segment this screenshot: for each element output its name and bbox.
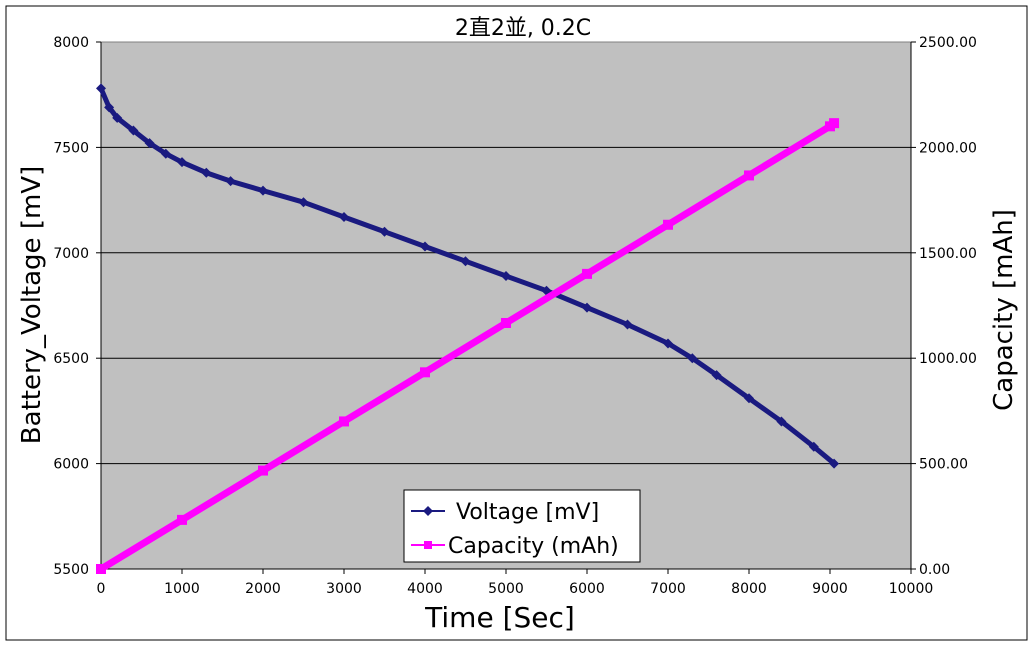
capacity-point [582,268,592,279]
x-tick-label: 9000 [812,581,848,597]
x-tick-label: 8000 [731,581,767,597]
voltage-point [144,138,155,149]
x-tick-label: 4000 [407,581,443,597]
y-tick-label: 7000 [53,246,89,262]
x-tick-label: 5000 [488,581,524,597]
y-tick-label: 6500 [53,351,89,367]
capacity-point [829,118,840,129]
chart-title: 2直2並, 0.2C [455,16,591,41]
y2-axis-title: Capacity [mAh] [989,209,1019,411]
y-tick-label: 6000 [53,457,89,473]
series-layer [96,83,840,574]
x-tick-label: 7000 [650,581,686,597]
y-tick-label: 7500 [53,140,89,156]
y2-tick-label: 500.00 [919,457,968,473]
capacity-point [501,317,511,328]
voltage-point [622,319,633,330]
voltage-point [420,241,430,252]
voltage-point [711,370,722,381]
legend-voltage-label: Voltage [mV] [456,500,599,525]
voltage-point [808,441,819,452]
capacity-point [96,564,106,574]
voltage-point [582,302,592,313]
voltage-point [201,167,212,178]
voltage-point [829,458,840,469]
voltage-point [744,393,754,404]
x-tick-label: 1000 [164,581,200,597]
capacity-point [663,219,673,230]
voltage-point [160,148,171,159]
voltage-point [177,157,187,168]
voltage-point [298,197,309,208]
capacity-point [258,465,268,476]
voltage-point [339,211,349,222]
y-tick-label: 8000 [53,35,89,51]
voltage-point [776,416,787,427]
voltage-point [663,338,673,349]
voltage-point [501,270,511,281]
capacity-point [177,514,187,525]
voltage-point [687,353,698,364]
voltage-point [460,256,471,267]
x-tick-label: 10000 [889,581,934,597]
plot-area [100,41,912,570]
capacity-point [744,170,754,181]
legend-voltage-marker [423,506,433,516]
y2-tick-label: 2000.00 [919,140,977,156]
voltage-point [225,176,236,187]
capacity-point [420,367,430,378]
voltage-point [112,112,123,123]
x-tick-label: 0 [97,581,106,597]
y-axis-title: Battery_Voltage [mV] [17,166,47,444]
axes: 5500 6000 6500 7000 7500 8000 0.00 500.00 1000.0… [53,35,977,597]
x-tick-label: 6000 [569,581,605,597]
y2-tick-label: 1500.00 [919,246,977,262]
legend: Voltage [mV] Capacity (mAh) [403,489,641,563]
y2-tick-label: 1000.00 [919,351,977,367]
gridlines [101,146,911,465]
voltage-point [128,125,139,136]
voltage-point [379,226,390,237]
y2-tick-label: 0.00 [919,562,950,578]
voltage-point [96,83,106,94]
y2-tick-label: 2500.00 [919,35,977,51]
y-tick-label: 5500 [53,562,89,578]
x-tick-label: 2000 [245,581,281,597]
voltage-point [104,102,115,113]
legend-box [403,489,641,563]
capacity-point [339,416,349,427]
voltage-point [258,185,268,196]
x-axis-title: Time [Sec] [424,601,575,634]
legend-capacity-label: Capacity (mAh) [448,534,619,559]
legend-capacity-marker [424,541,432,549]
x-tick-label: 3000 [326,581,362,597]
